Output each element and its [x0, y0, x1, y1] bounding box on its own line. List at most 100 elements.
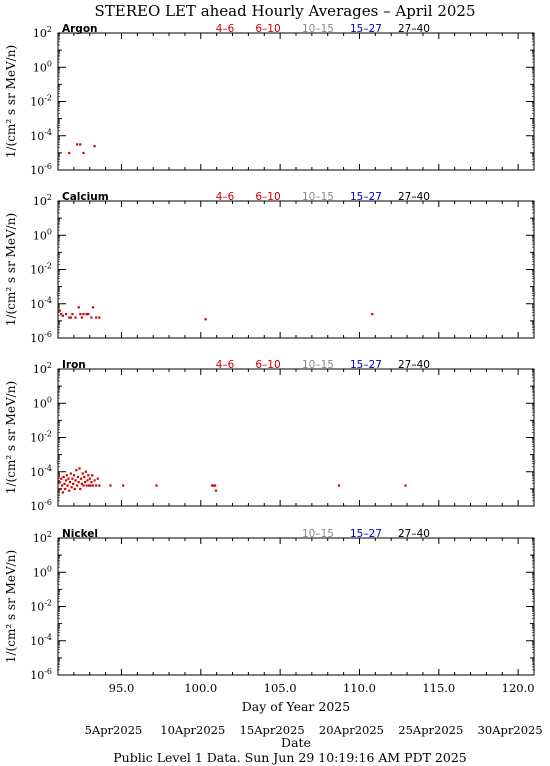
- y-tick-label: 102: [33, 530, 52, 545]
- data-point: [404, 484, 407, 487]
- data-point: [83, 481, 87, 484]
- data-point: [80, 316, 83, 319]
- data-point: [61, 491, 64, 494]
- element-label: Calcium: [62, 191, 109, 203]
- data-point: [62, 475, 65, 479]
- data-point: [214, 484, 217, 487]
- data-point: [212, 484, 215, 487]
- data-point: [214, 489, 218, 492]
- y-tick-label: 10-4: [30, 633, 52, 648]
- data-point: [337, 484, 341, 487]
- plot-frame: [57, 537, 535, 676]
- data-point: [82, 151, 85, 155]
- y-tick-label: 100: [33, 564, 52, 579]
- data-point: [87, 313, 90, 316]
- energy-legend-entry: 10–15: [302, 359, 334, 371]
- data-point: [76, 475, 80, 479]
- data-point: [77, 306, 80, 309]
- data-point: [58, 481, 61, 484]
- data-point: [80, 477, 83, 480]
- plot-frame: [57, 32, 535, 171]
- data-point: [82, 484, 85, 487]
- data-point: [95, 484, 98, 487]
- y-tick-label: 10-4: [30, 296, 52, 311]
- y-tick-label: 10-2: [30, 262, 52, 277]
- data-point: [61, 314, 64, 317]
- data-point: [89, 484, 92, 487]
- data-point: [85, 484, 88, 487]
- data-point: [69, 472, 72, 475]
- energy-legend-entry: 27–40: [398, 23, 430, 35]
- data-point: [91, 474, 94, 477]
- data-point: [85, 313, 88, 316]
- energy-legend-entry: 15–27: [350, 23, 382, 35]
- data-point: [91, 306, 95, 309]
- data-point: [60, 484, 64, 487]
- bottom-axis-group: 95.0 100.0 105.0 110.0 115.0 120.0 Day of Year…: [85, 681, 543, 750]
- energy-legend-entry: 27–40: [398, 191, 430, 203]
- data-point: [109, 484, 112, 487]
- plot-frame: [57, 200, 535, 339]
- energy-legend-entry: 15–27: [350, 528, 382, 540]
- energy-legend-entry: 6–10: [255, 359, 280, 371]
- data-point: [88, 477, 91, 480]
- date-tick-label: 25Apr2025: [398, 723, 463, 737]
- data-point: [68, 316, 71, 319]
- date-tick-label: 20Apr2025: [319, 723, 384, 737]
- date-axis-label: Date: [281, 735, 311, 750]
- element-label: Nickel: [62, 528, 98, 540]
- data-point: [60, 313, 63, 316]
- data-point: [68, 151, 71, 155]
- y-tick-label: 10-6: [30, 667, 52, 682]
- y-tick-label: 10-6: [30, 162, 52, 177]
- figure-title: STEREO LET ahead Hourly Averages – April…: [94, 2, 475, 20]
- panel-calcium: 102 100 10-2 10-4 10-6 1/(cm² s sr MeV/n) Calc…: [4, 191, 535, 345]
- y-axis-label: 1/(cm² s sr MeV/n): [4, 550, 18, 663]
- data-point: [87, 474, 90, 477]
- data-point: [58, 309, 61, 312]
- data-point: [59, 487, 62, 491]
- data-point: [64, 313, 68, 316]
- panel-iron: 102 100 10-2 10-4 10-6 1/(cm² s sr MeV/n) Iron…: [4, 359, 535, 513]
- data-point: [63, 482, 66, 485]
- data-point: [68, 481, 72, 484]
- x-tick-label: 115.0: [422, 681, 455, 695]
- energy-legend-entry: 4–6: [216, 191, 235, 203]
- plot-frame: [57, 368, 535, 507]
- y-tick-label: 102: [33, 361, 52, 376]
- y-tick-label: 10-2: [30, 599, 52, 614]
- data-point: [65, 474, 68, 477]
- data-point: [70, 486, 73, 489]
- date-tick-label: 15Apr2025: [240, 723, 305, 737]
- data-point: [93, 145, 96, 148]
- energy-legend-entry: 10–15: [302, 23, 334, 35]
- x-tick-label: 110.0: [343, 681, 376, 695]
- data-point: [66, 484, 69, 487]
- y-tick-label: 100: [33, 227, 52, 242]
- x-tick-label: 105.0: [264, 681, 297, 695]
- data-point: [60, 477, 63, 480]
- y-axis-label: 1/(cm² s sr MeV/n): [4, 213, 18, 326]
- x-axis-label: Day of Year 2025: [242, 699, 350, 714]
- data-point: [81, 472, 84, 475]
- date-tick-label: 30Apr2025: [478, 723, 543, 737]
- x-tick-label: 100.0: [184, 681, 217, 695]
- panel-argon: 102 100 10-2 10-4 10-6 1/(cm² s sr MeV/n) Argo…: [4, 23, 535, 177]
- y-tick-label: 100: [33, 59, 52, 74]
- data-point: [80, 482, 83, 485]
- y-tick-label: 100: [33, 395, 52, 410]
- data-point: [87, 484, 91, 487]
- data-point: [210, 484, 214, 487]
- y-tick-label: 10-4: [30, 128, 52, 143]
- data-point: [71, 313, 74, 316]
- data-point: [69, 316, 72, 319]
- y-tick-label: 10-6: [30, 330, 52, 345]
- data-point: [72, 482, 75, 485]
- data-point: [57, 474, 60, 477]
- data-point: [79, 487, 82, 491]
- data-point: [93, 479, 96, 482]
- data-point: [83, 475, 86, 479]
- y-tick-label: 102: [33, 25, 52, 40]
- energy-legend-entry: 27–40: [398, 528, 430, 540]
